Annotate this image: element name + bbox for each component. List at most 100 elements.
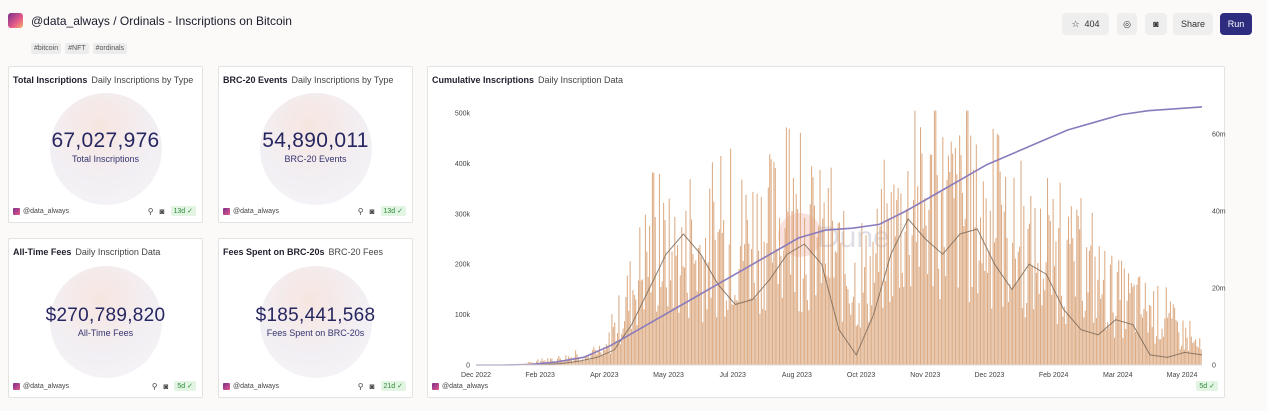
bar — [1169, 301, 1171, 365]
link-icon[interactable]: ⚲ — [357, 381, 364, 391]
card-footer: @data_always ⚲ ◙ 13d ✓ — [13, 204, 196, 218]
bar — [593, 346, 595, 365]
bar — [933, 110, 935, 365]
camera-icon[interactable]: ◙ — [159, 206, 165, 216]
bar — [781, 297, 783, 365]
bar — [904, 231, 906, 365]
y-right-tick-label: 0 — [1212, 363, 1216, 370]
bar — [1083, 317, 1085, 365]
bar — [1003, 211, 1005, 365]
bar — [1016, 283, 1018, 365]
bar — [650, 292, 652, 365]
bar — [611, 314, 613, 365]
bar — [1081, 300, 1083, 365]
bar — [832, 220, 834, 365]
link-icon[interactable]: ⚲ — [151, 381, 158, 391]
bar — [582, 359, 584, 365]
author-handle[interactable]: @data_always — [442, 382, 489, 390]
bar — [1090, 245, 1092, 365]
bar — [621, 333, 623, 365]
link-icon[interactable]: ⚲ — [357, 206, 364, 216]
bar — [1182, 320, 1184, 365]
bar — [1108, 327, 1110, 365]
author-avatar[interactable] — [8, 13, 23, 28]
inscriptions-chart[interactable]: 0 100k 200k 300k 400k 500k 0 20m 40m 60m Dec 2022 F… — [428, 67, 1226, 381]
bar — [1104, 250, 1106, 365]
bar — [643, 309, 645, 365]
bar — [864, 267, 866, 365]
bar — [763, 241, 765, 365]
star-button[interactable]: ☆ 404 — [1062, 13, 1109, 35]
bar — [1126, 300, 1128, 365]
card-subtitle: Daily Inscriptions by Type — [91, 75, 194, 85]
freshness-text: 21d — [383, 383, 396, 390]
bar — [1164, 318, 1166, 365]
bar — [575, 350, 577, 365]
x-tick-label: May 2024 — [1167, 372, 1198, 379]
bar — [1151, 327, 1153, 365]
bar — [975, 144, 977, 365]
bar — [678, 312, 680, 365]
bar — [1199, 338, 1201, 365]
bar — [702, 322, 704, 365]
y-left-tick-label: 200k — [455, 262, 471, 269]
tag-bitcoin[interactable]: #bitcoin — [31, 43, 62, 54]
x-tick-label: Oct 2023 — [847, 372, 876, 379]
bar — [583, 361, 585, 365]
run-button[interactable]: Run — [1220, 13, 1252, 35]
author-handle[interactable]: @data_always — [23, 382, 70, 390]
bar — [844, 273, 846, 365]
bar — [892, 296, 894, 365]
screenshot-button[interactable]: ◙ — [1145, 13, 1167, 35]
bar — [942, 137, 944, 365]
bar — [628, 310, 630, 365]
card-heading: Total Inscriptions Daily Inscriptions by … — [13, 73, 198, 87]
bar — [1100, 298, 1102, 365]
bar — [847, 289, 849, 365]
link-icon[interactable]: ⚲ — [147, 206, 154, 216]
bar — [795, 193, 797, 365]
bar — [604, 350, 606, 365]
bar — [839, 222, 841, 365]
bar — [755, 298, 757, 365]
bar — [996, 133, 998, 365]
bar — [644, 214, 646, 365]
bar — [964, 218, 966, 365]
camera-icon[interactable]: ◙ — [369, 381, 375, 391]
bar — [1028, 223, 1030, 365]
bar — [806, 300, 808, 365]
bar — [1112, 312, 1114, 365]
y-left-tick-label: 300k — [455, 211, 471, 218]
counter-card-total-inscriptions: Total Inscriptions Daily Inscriptions by … — [8, 66, 203, 223]
freshness-badge: 5d ✓ — [1196, 381, 1218, 391]
author-handle[interactable]: @data_always — [233, 382, 280, 390]
bar — [1101, 294, 1103, 365]
freshness-badge: 13d ✓ — [170, 206, 196, 216]
bar — [885, 281, 887, 365]
bar — [804, 217, 806, 365]
card-actions: ⚲ ◙ 13d ✓ — [148, 206, 196, 216]
github-button[interactable]: ◎ — [1117, 13, 1137, 35]
tag-nft[interactable]: #NFT — [65, 43, 89, 54]
author-handle[interactable]: @data_always — [233, 207, 280, 215]
bar — [600, 352, 602, 365]
camera-icon[interactable]: ◙ — [369, 206, 375, 216]
bar — [809, 204, 811, 365]
bar — [1044, 290, 1046, 365]
chart-subtitle: Daily Inscription Data — [538, 75, 624, 85]
bar — [1167, 317, 1169, 365]
bar — [890, 192, 892, 365]
bar — [900, 193, 902, 365]
camera-icon[interactable]: ◙ — [163, 381, 169, 391]
bar — [978, 260, 980, 365]
tag-ordinals[interactable]: #ordinals — [92, 43, 128, 54]
author-handle[interactable]: @data_always — [23, 207, 70, 215]
share-button[interactable]: Share — [1173, 13, 1213, 35]
bar — [794, 292, 796, 365]
bar — [834, 251, 836, 365]
bar — [1069, 243, 1071, 365]
bar — [579, 360, 581, 365]
freshness-badge: 5d ✓ — [174, 381, 196, 391]
bar — [1172, 304, 1174, 365]
bar — [862, 292, 864, 365]
